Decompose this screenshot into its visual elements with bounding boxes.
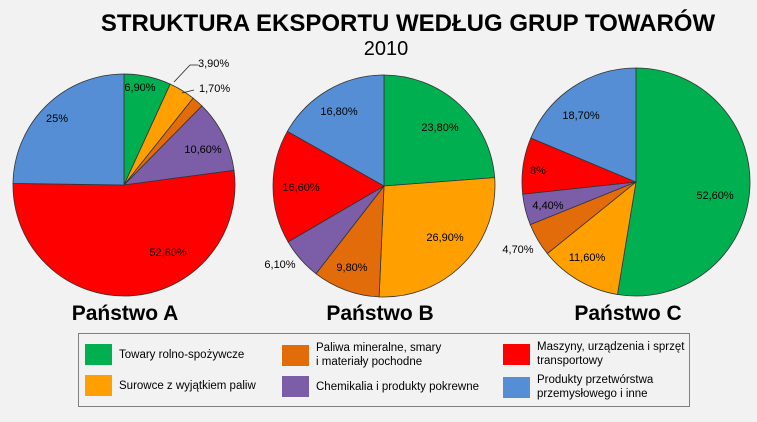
pie-1-data-label: 10,60% [184,144,222,156]
pies-group: 6,90% 3,90% 1,70% 10,60% 52,80% 25% Państwo A 2… [12,58,751,325]
pie-3-slice-rawmat [546,181,637,295]
legend-swatch [85,344,112,365]
pie-3-slice-agri [617,67,751,297]
legend-swatch [503,343,530,365]
pie-1-data-label: 3,90% [198,58,229,70]
legend-label: Chemikalia i produkty pokrewne [316,380,479,393]
pie-2-data-label: 16,60% [282,182,320,194]
legend-label: Surowce z wyjątkiem paliw [119,379,256,392]
legend-swatch [282,376,309,397]
legend-label: Produkty przetwórstwa przemysłowego i in… [537,374,654,400]
pie-1-data-label: 52,80% [149,247,187,259]
chart-subtitle: 2010 [364,38,409,60]
legend-item: Produkty przetwórstwa przemysłowego i in… [503,373,653,401]
legend-item: Chemikalia i produkty pokrewne [282,376,479,397]
pie-2-data-label: 23,80% [421,122,459,134]
legend: Towary rolno-spożywcze Paliwa mineralne, … [78,333,690,407]
pie-1-name: Państwo A [72,302,179,325]
pie-3-slice-manufact [530,67,637,183]
pie-1-slice-machinery [12,169,236,297]
pie-2-slice-machinery [272,130,385,243]
pie-2-data-label: 26,90% [426,232,464,244]
legend-label: Maszyny, urządzenia i sprzęt transportow… [537,341,685,367]
legend-label: Paliwa mineralne, smary i materiały poch… [316,342,442,368]
pie-3-data-label: 52,60% [696,190,734,202]
pie-2-name: Państwo B [326,302,433,325]
pie-2-slice-manufact [286,74,385,187]
legend-item: Surowce z wyjątkiem paliw [85,375,256,396]
pie-1-leader-line [173,64,198,83]
legend-swatch [85,375,112,396]
legend-item: Paliwa mineralne, smary i materiały poch… [282,341,441,369]
legend-label: Towary rolno-spożywcze [119,348,245,361]
pie-3-name: Państwo C [574,302,681,325]
pie-3-data-label: 4,40% [532,200,563,212]
pie-2-data-label: 9,80% [336,262,367,274]
pie-3-data-label: 4,70% [502,244,533,256]
pie-1-data-label: 25% [46,113,68,125]
legend-item: Maszyny, urządzenia i sprzęt transportow… [503,340,684,368]
legend-item: Towary rolno-spożywcze [85,344,244,365]
pie-2-data-label: 6,10% [264,259,295,271]
pie-1-leader-line [181,89,195,94]
pie-3-data-label: 11,60% [569,252,606,264]
pie-1-slice-manufact [12,73,125,186]
legend-swatch [282,344,309,366]
chart-title: STRUKTURA EKSPORTU WEDŁUG GRUP TOWARÓW [101,9,716,37]
pie-1-slice-chem [122,105,235,186]
pie-2-data-label: 16,80% [320,106,358,118]
pie-2-slice-agri [383,74,496,187]
pie-1-data-label: 1,70% [199,83,230,95]
pie-1-data-label: 6,90% [124,82,155,94]
legend-swatch [503,376,530,398]
pie-3-data-label: 8% [530,165,546,177]
pie-3-data-label: 18,70% [562,110,600,122]
pie-2-slice-rawmat [378,177,496,298]
